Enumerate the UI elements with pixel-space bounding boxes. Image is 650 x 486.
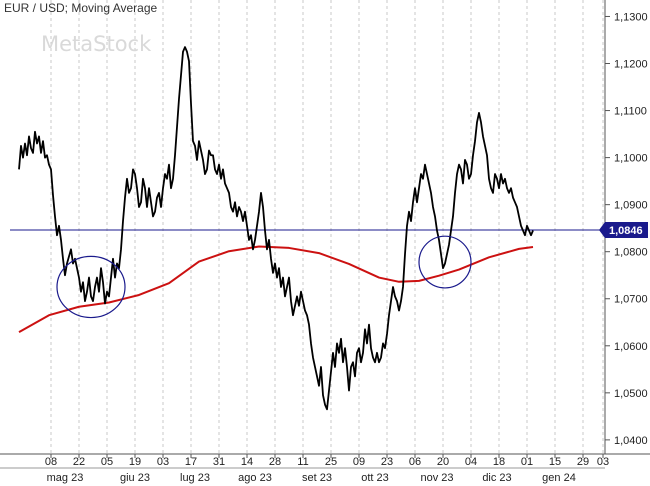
metastock-watermark: MetaStock (41, 32, 152, 56)
x-tick-label: 29 (577, 456, 589, 468)
x-tick-label: 09 (353, 456, 365, 468)
x-tick-label: 15 (549, 456, 561, 468)
y-tick-label: 1,0900 (614, 200, 648, 212)
x-tick-label: 25 (325, 456, 337, 468)
month-label: ago 23 (238, 472, 272, 484)
x-tick-label: 03 (597, 456, 609, 468)
y-tick-label: 1,0700 (614, 294, 648, 306)
x-tick-label: 14 (241, 456, 253, 468)
x-tick-label: 08 (45, 456, 57, 468)
x-tick-label: 18 (493, 456, 505, 468)
eurusd-price-line (18, 46, 534, 411)
chart-title: EUR / USD; Moving Average (4, 1, 158, 15)
x-tick-label: 23 (381, 456, 393, 468)
y-tick-label: 1,0500 (614, 388, 648, 400)
x-tick-label: 22 (73, 456, 85, 468)
y-axis: 1,1300 1,1200 1,1100 1,1000 1,0900 1,0800 1,07… (599, 0, 648, 454)
y-tick-label: 1,0600 (614, 341, 648, 353)
month-label: set 23 (302, 472, 332, 484)
x-tick-label: 11 (297, 456, 308, 468)
x-tick-label: 06 (409, 456, 421, 468)
last-value-tag (599, 222, 648, 239)
chart-marks (10, 46, 605, 411)
moving-average-line (18, 245, 534, 334)
last-value-label: 1,0846 (609, 225, 643, 237)
x-tick-label: 17 (185, 456, 197, 468)
x-tick-label: 01 (521, 456, 533, 468)
x-tick-label: 19 (129, 456, 141, 468)
y-tick-label: 1,1100 (614, 106, 647, 118)
y-tick-label: 1,1200 (614, 59, 648, 71)
month-label: mag 23 (47, 472, 84, 484)
x-tick-label: 03 (157, 456, 169, 468)
y-tick-label: 1,1000 (614, 153, 648, 165)
x-axis: 08 22 05 19 03 17 31 14 28 11 25 09 23 06 20 04 18 01 15 29… (0, 453, 650, 484)
x-tick-label: 28 (269, 456, 281, 468)
month-label: lug 23 (180, 472, 210, 484)
x-tick-label: 05 (101, 456, 113, 468)
month-label: dic 23 (482, 472, 511, 484)
annotation-circle (418, 235, 472, 289)
vertical-gridlines (50, 0, 604, 454)
y-tick-label: 1,0400 (614, 435, 648, 447)
month-label: nov 23 (420, 472, 453, 484)
month-label: ott 23 (361, 472, 389, 484)
x-tick-label: 20 (437, 456, 449, 468)
month-label: giu 23 (120, 472, 150, 484)
y-tick-label: 1,0800 (614, 247, 648, 259)
y-tick-label: 1,1300 (614, 11, 648, 23)
x-tick-label: 31 (213, 456, 225, 468)
month-label: gen 24 (542, 472, 576, 484)
annotation-circle (56, 255, 126, 319)
x-tick-label: 04 (465, 456, 477, 468)
